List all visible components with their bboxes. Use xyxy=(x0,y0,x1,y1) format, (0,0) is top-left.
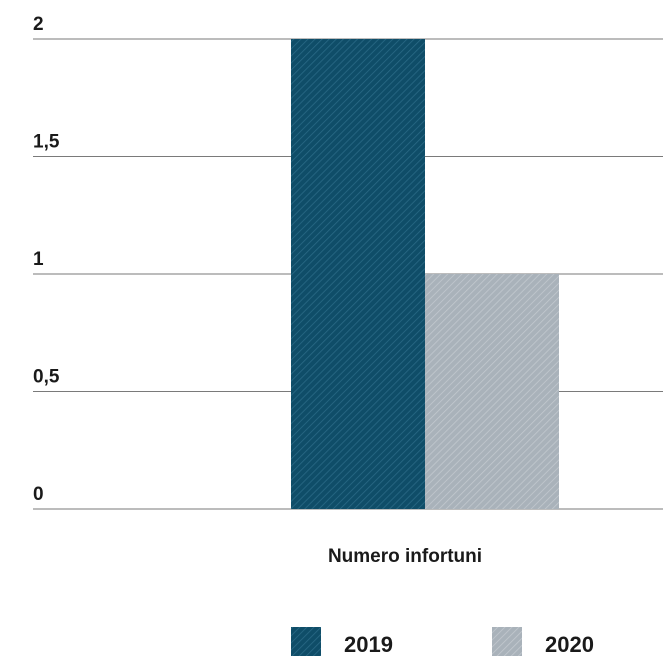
bar-2019 xyxy=(291,39,425,509)
y-tick-label: 1 xyxy=(33,249,44,270)
bar-2020 xyxy=(425,274,559,509)
y-axis-tick-labels: 0 0,5 1 1,5 2 xyxy=(33,14,60,505)
legend-swatch-2020 xyxy=(492,627,522,656)
y-tick-label: 0,5 xyxy=(33,367,60,388)
bars xyxy=(291,39,559,509)
category-labels: Numero infortuni xyxy=(328,546,482,567)
legend: 2019 2020 xyxy=(291,627,594,656)
y-tick-label: 0 xyxy=(33,484,44,505)
y-tick-label: 2 xyxy=(33,14,44,35)
legend-swatch-2019 xyxy=(291,627,321,656)
category-label: Numero infortuni xyxy=(328,546,482,567)
legend-label-2019: 2019 xyxy=(344,632,393,656)
y-tick-label: 1,5 xyxy=(33,132,60,153)
legend-label-2020: 2020 xyxy=(545,632,594,656)
